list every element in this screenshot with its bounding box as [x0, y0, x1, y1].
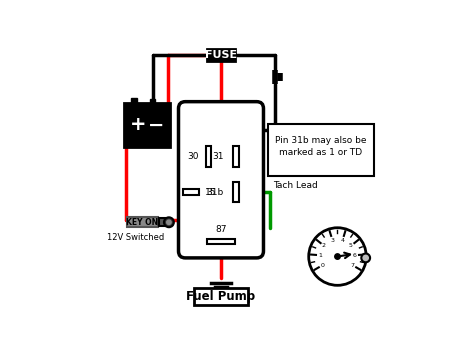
Text: 4: 4	[341, 237, 345, 242]
Bar	[233, 182, 239, 203]
FancyBboxPatch shape	[179, 102, 264, 258]
Bar	[159, 219, 166, 226]
FancyBboxPatch shape	[207, 49, 235, 61]
Text: 31: 31	[212, 152, 224, 161]
Text: 7: 7	[350, 263, 355, 268]
Bar	[207, 239, 235, 244]
Bar	[206, 146, 211, 167]
Text: 0: 0	[320, 263, 325, 268]
Text: 30: 30	[188, 152, 199, 161]
Bar	[124, 103, 170, 147]
Text: 2: 2	[322, 243, 326, 248]
FancyBboxPatch shape	[194, 288, 248, 305]
Bar	[182, 189, 199, 195]
Text: 1: 1	[319, 253, 322, 258]
Circle shape	[164, 217, 174, 227]
FancyBboxPatch shape	[127, 217, 158, 227]
Text: 5: 5	[349, 243, 353, 248]
Text: 3: 3	[330, 237, 334, 242]
Text: 6: 6	[353, 253, 356, 258]
Circle shape	[361, 253, 370, 262]
Bar	[233, 146, 239, 167]
Text: −: −	[148, 115, 164, 135]
Text: FUSE: FUSE	[205, 50, 237, 60]
Bar	[150, 99, 155, 103]
Circle shape	[167, 220, 171, 225]
Text: 31b: 31b	[207, 188, 224, 197]
Text: 15: 15	[205, 188, 216, 197]
Bar	[130, 98, 137, 103]
Text: Tach Lead: Tach Lead	[273, 181, 318, 190]
Text: +: +	[129, 115, 146, 135]
FancyBboxPatch shape	[268, 124, 374, 177]
Text: Fuel Pump: Fuel Pump	[186, 290, 255, 303]
Circle shape	[335, 254, 340, 259]
Text: Pin 31b may also be
marked as 1 or TD: Pin 31b may also be marked as 1 or TD	[275, 136, 367, 157]
Text: KEY ON: KEY ON	[126, 218, 158, 227]
Text: 12V Switched: 12V Switched	[108, 233, 164, 242]
Text: 87: 87	[215, 225, 227, 234]
Circle shape	[309, 228, 366, 285]
